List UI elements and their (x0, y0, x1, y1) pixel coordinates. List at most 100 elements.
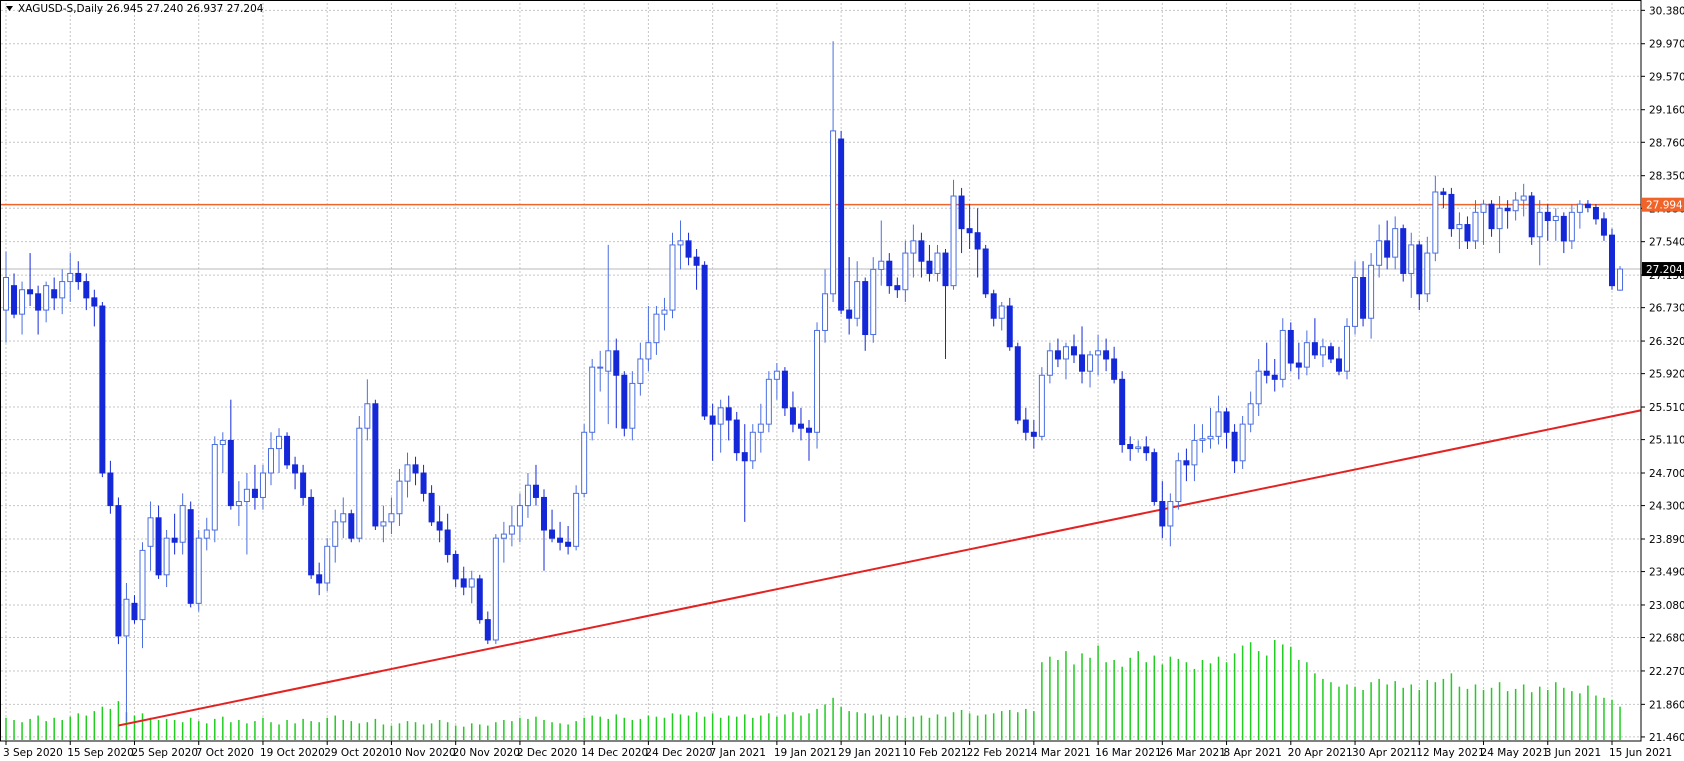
candle-body (107, 472, 114, 507)
volume-bar (527, 718, 529, 740)
y-tick-label: 29.570 (1649, 71, 1684, 83)
volume-bar (711, 713, 714, 740)
bid-label: 27.204 (1646, 264, 1683, 276)
bid-box (1642, 262, 1684, 277)
volume-bar (808, 713, 810, 740)
candle-body (179, 505, 186, 543)
candle-body (725, 407, 732, 421)
volume-bar (1402, 687, 1404, 740)
candle-body (1175, 460, 1182, 503)
candle-body (982, 248, 989, 295)
candle-body (235, 501, 242, 507)
candle-body (926, 260, 933, 274)
volume-bar (1322, 678, 1324, 740)
volume-bar (390, 725, 393, 740)
candle-body (251, 488, 258, 498)
volume-bar (1121, 666, 1123, 740)
x-tick-label: 2 Dec 2020 (517, 747, 577, 759)
candle-body (1111, 358, 1118, 380)
x-tick-label: 24 May 2021 (1481, 747, 1549, 759)
x-tick-label: 25 Sep 2020 (131, 747, 198, 759)
volume-bar (735, 716, 738, 740)
volume-bar (1555, 682, 1557, 740)
candle-body (862, 281, 869, 336)
candle-body (1496, 207, 1503, 230)
x-tick-label: 14 Dec 2020 (581, 747, 648, 759)
volume-bar (1434, 682, 1437, 740)
candle-body (878, 260, 885, 270)
candle-body (974, 232, 981, 250)
volume-bar (1025, 708, 1027, 740)
candle-body (709, 415, 716, 425)
candle-body (3, 277, 9, 311)
candle-body (332, 521, 339, 547)
volume-bar (479, 724, 481, 740)
candle-body (1576, 203, 1583, 213)
candle-body (934, 252, 941, 274)
candle-body (1488, 203, 1495, 230)
volume-bar (37, 715, 39, 740)
volume-bar (438, 720, 441, 740)
volume-bar (1410, 684, 1412, 740)
volume-bar (976, 715, 979, 740)
volume-bar (318, 722, 320, 740)
candle-body (1609, 234, 1615, 287)
volume-bar (575, 721, 577, 740)
volume-bar (1506, 691, 1509, 740)
volume-bar (848, 711, 850, 740)
volume-bar (5, 717, 7, 740)
volume-bar (1418, 690, 1421, 740)
candle-body (1127, 443, 1134, 450)
candle-body (1472, 211, 1479, 242)
volume-bar (1482, 690, 1485, 740)
candle-body (284, 435, 291, 466)
candle-body (348, 513, 355, 539)
volume-layer (5, 640, 1621, 740)
candle-body (155, 517, 162, 576)
candle-body (227, 439, 234, 507)
volume-bar (567, 724, 569, 740)
candle-body (468, 578, 475, 588)
x-tick-label: 12 May 2021 (1416, 747, 1484, 759)
volume-bar (109, 708, 112, 740)
y-tick-label: 23.490 (1649, 567, 1684, 579)
candle-body (195, 537, 202, 604)
candle-body (1231, 431, 1238, 462)
candle-body (1151, 452, 1158, 503)
volume-bar (1298, 660, 1300, 740)
volume-bar (599, 716, 601, 740)
candle-body (27, 289, 34, 295)
volume-bar (760, 715, 762, 740)
candle-body (243, 488, 250, 503)
volume-bar (1145, 662, 1148, 740)
candle-body (1030, 431, 1037, 437)
volume-bar (1563, 687, 1565, 740)
volume-bar (206, 723, 208, 740)
candle-body (99, 305, 106, 474)
candle-body (67, 272, 74, 283)
candle-body (918, 240, 925, 262)
volume-bar (896, 715, 899, 740)
volume-bar (1257, 651, 1260, 740)
x-tick-label: 19 Oct 2020 (260, 747, 325, 759)
volume-bar (286, 720, 288, 740)
candle-body (549, 529, 556, 539)
volume-bar (840, 706, 842, 740)
candle-body (1087, 354, 1094, 372)
volume-bar (61, 720, 63, 740)
x-tick-label: 22 Feb 2021 (967, 747, 1032, 759)
candle-body (1006, 305, 1013, 348)
volume-bar (302, 718, 304, 740)
candle-body (484, 619, 491, 641)
candle-body (677, 240, 684, 246)
volume-bar (1514, 688, 1517, 740)
volume-bar (214, 718, 216, 740)
x-tick-label: 20 Nov 2020 (453, 747, 520, 759)
volume-bar (752, 717, 754, 740)
x-tick-label: 30 Apr 2021 (1352, 747, 1417, 759)
menu-triangle[interactable] (6, 6, 13, 11)
candle-body (998, 305, 1005, 319)
candle-body (1046, 350, 1053, 376)
y-tick-label: 28.350 (1649, 171, 1684, 183)
